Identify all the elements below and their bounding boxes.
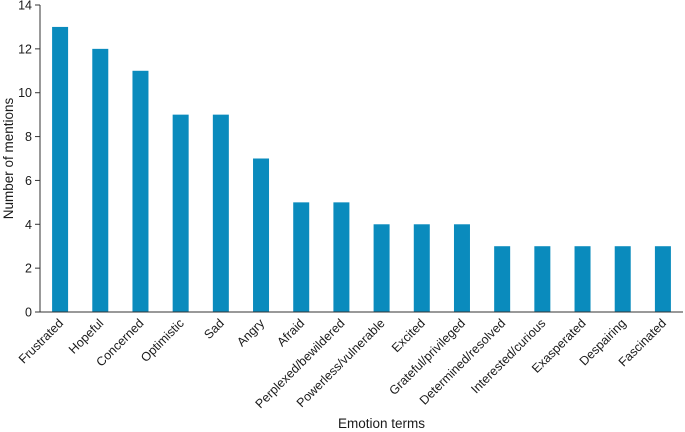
y-axis-title: Number of mentions [1,97,16,219]
x-axis-title: Emotion terms [338,416,425,431]
bar [52,26,69,313]
bar [333,202,350,312]
bar [172,114,189,313]
x-tick-label: Hopeful [66,316,106,356]
y-tick-label: 8 [25,130,32,144]
y-tick-label: 12 [18,42,32,56]
x-tick-label: Optimistic [138,316,187,365]
bar [534,246,551,312]
bar [253,158,270,312]
y-tick-label: 0 [25,306,32,320]
bar [413,224,430,312]
y-tick-label: 10 [18,86,32,100]
bars [52,26,671,313]
x-tick-label: Sad [201,316,227,342]
bar [654,246,671,312]
x-tick-label: Frustrated [16,316,66,366]
bar [132,70,149,313]
bar [494,246,511,312]
y-tick-label: 6 [25,174,32,188]
x-tick-label: Angry [234,316,268,350]
y-tick-label: 2 [25,262,32,276]
x-tick-label: Excited [389,316,428,355]
bar [92,48,109,312]
x-tick-label: Interested/curious [468,316,548,396]
x-tick-label: Afraid [274,316,307,349]
y-tick-label: 4 [25,218,32,232]
bar [574,246,591,312]
bar [212,114,229,313]
x-tick-label: Grateful/privileged [386,316,468,398]
bar [614,246,631,312]
bar [373,224,390,312]
bar [293,202,310,312]
y-axis-ticks: 0 2 4 6 8 10 12 14 [18,0,40,320]
bar [453,224,470,312]
y-tick-label: 14 [18,0,32,13]
